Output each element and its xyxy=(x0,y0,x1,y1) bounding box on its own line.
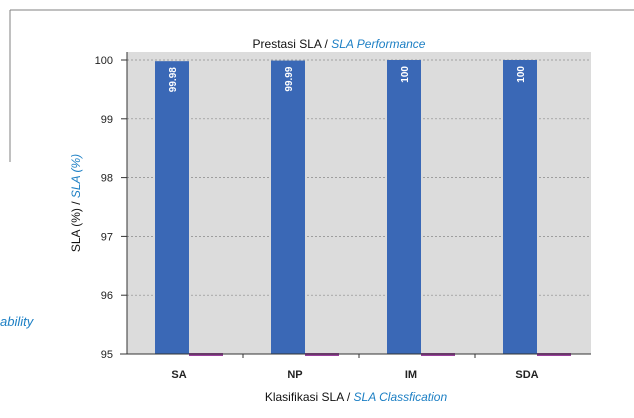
x-tick-label-im: IM xyxy=(405,369,417,381)
x-tick-label-sda: SDA xyxy=(515,369,538,381)
bar-im xyxy=(387,60,421,354)
bar-value-label: 100 xyxy=(400,66,411,83)
y-tick-label: 97 xyxy=(101,231,113,243)
bar-sda xyxy=(503,60,537,354)
bar-value-label: 100 xyxy=(516,66,527,83)
cropped-side-text: ability xyxy=(0,314,34,329)
y-axis-label: SLA (%) / SLA (%) xyxy=(69,154,83,252)
chart-title: Prestasi SLA / SLA Performance xyxy=(253,37,426,51)
y-tick-label: 98 xyxy=(101,173,113,185)
x-tick-labels: SA NP IM SDA xyxy=(171,354,539,381)
x-tick-label-sa: SA xyxy=(171,369,186,381)
bar-value-label: 99.98 xyxy=(168,67,179,92)
bar-np xyxy=(271,60,305,354)
y-tick-label: 96 xyxy=(101,290,113,302)
bar-sa xyxy=(155,61,189,355)
bars: 99.98 99.99 100 100 xyxy=(155,60,537,355)
gridlines xyxy=(127,59,591,296)
y-tick-label: 95 xyxy=(101,349,113,361)
y-tick-label: 99 xyxy=(101,114,113,126)
y-tick-label: 100 xyxy=(95,55,113,67)
x-axis-label: Klasifikasi SLA / SLA Classfication xyxy=(265,390,448,404)
y-tick-labels: 95 96 97 98 99 100 xyxy=(95,55,127,361)
x-tick-label-np: NP xyxy=(287,369,302,381)
bar-value-label: 99.99 xyxy=(284,66,295,91)
